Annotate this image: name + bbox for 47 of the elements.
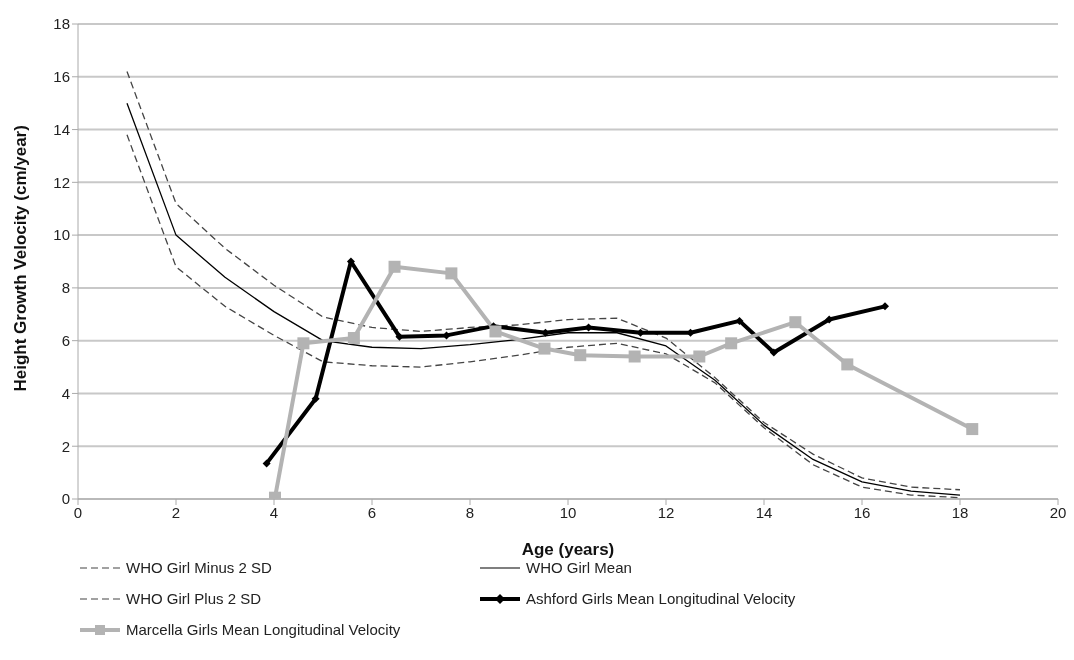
x-tick-label: 12	[657, 503, 675, 521]
legend-label: Ashford Girls Mean Longitudinal Velocity	[526, 590, 796, 607]
x-tick-label: 4	[269, 503, 279, 521]
x-axis-title: Age (years)	[521, 540, 615, 559]
legend-label: Marcella Girls Mean Longitudinal Velocity	[126, 621, 401, 638]
x-tick-label: 14	[755, 503, 773, 521]
legend-label: WHO Girl Minus 2 SD	[126, 559, 272, 576]
legend-label: WHO Girl Mean	[526, 559, 632, 576]
y-tick-label: 12	[53, 173, 70, 191]
x-tick-label: 6	[367, 503, 377, 521]
point	[388, 260, 401, 273]
legend-label: WHO Girl Plus 2 SD	[126, 590, 262, 607]
point	[347, 332, 360, 345]
point	[311, 394, 320, 403]
point	[693, 350, 706, 363]
point	[881, 302, 890, 311]
x-tick-label: 10	[559, 503, 577, 521]
y-tick-label: 6	[61, 331, 70, 349]
x-tick-label: 16	[853, 503, 871, 521]
y-tick-label: 8	[61, 279, 70, 297]
point	[262, 459, 271, 468]
point	[489, 325, 502, 338]
x-tick-label: 8	[465, 503, 475, 521]
x-tick-label: 18	[951, 503, 969, 521]
x-tick-label: 20	[1049, 503, 1067, 521]
y-tick-label: 2	[61, 437, 70, 455]
point	[841, 358, 854, 371]
point	[789, 316, 802, 329]
y-tick-label: 16	[53, 68, 70, 86]
point	[769, 348, 778, 357]
y-tick-label: 0	[61, 490, 70, 508]
point	[297, 337, 310, 350]
point	[725, 337, 738, 350]
y-tick-label: 18	[53, 15, 70, 33]
x-tick-label: 0	[73, 503, 83, 521]
y-tick-label: 10	[53, 226, 70, 244]
point	[574, 349, 587, 362]
y-tick-label: 4	[61, 384, 70, 402]
point	[628, 350, 641, 363]
y-tick-label: 14	[53, 120, 70, 138]
point	[735, 316, 744, 325]
x-tick-label: 2	[171, 503, 181, 521]
point	[538, 342, 551, 355]
point	[966, 423, 979, 436]
point	[825, 315, 834, 324]
y-axis-title: Height Growth Velocity (cm/year)	[11, 125, 31, 392]
point	[445, 267, 458, 280]
